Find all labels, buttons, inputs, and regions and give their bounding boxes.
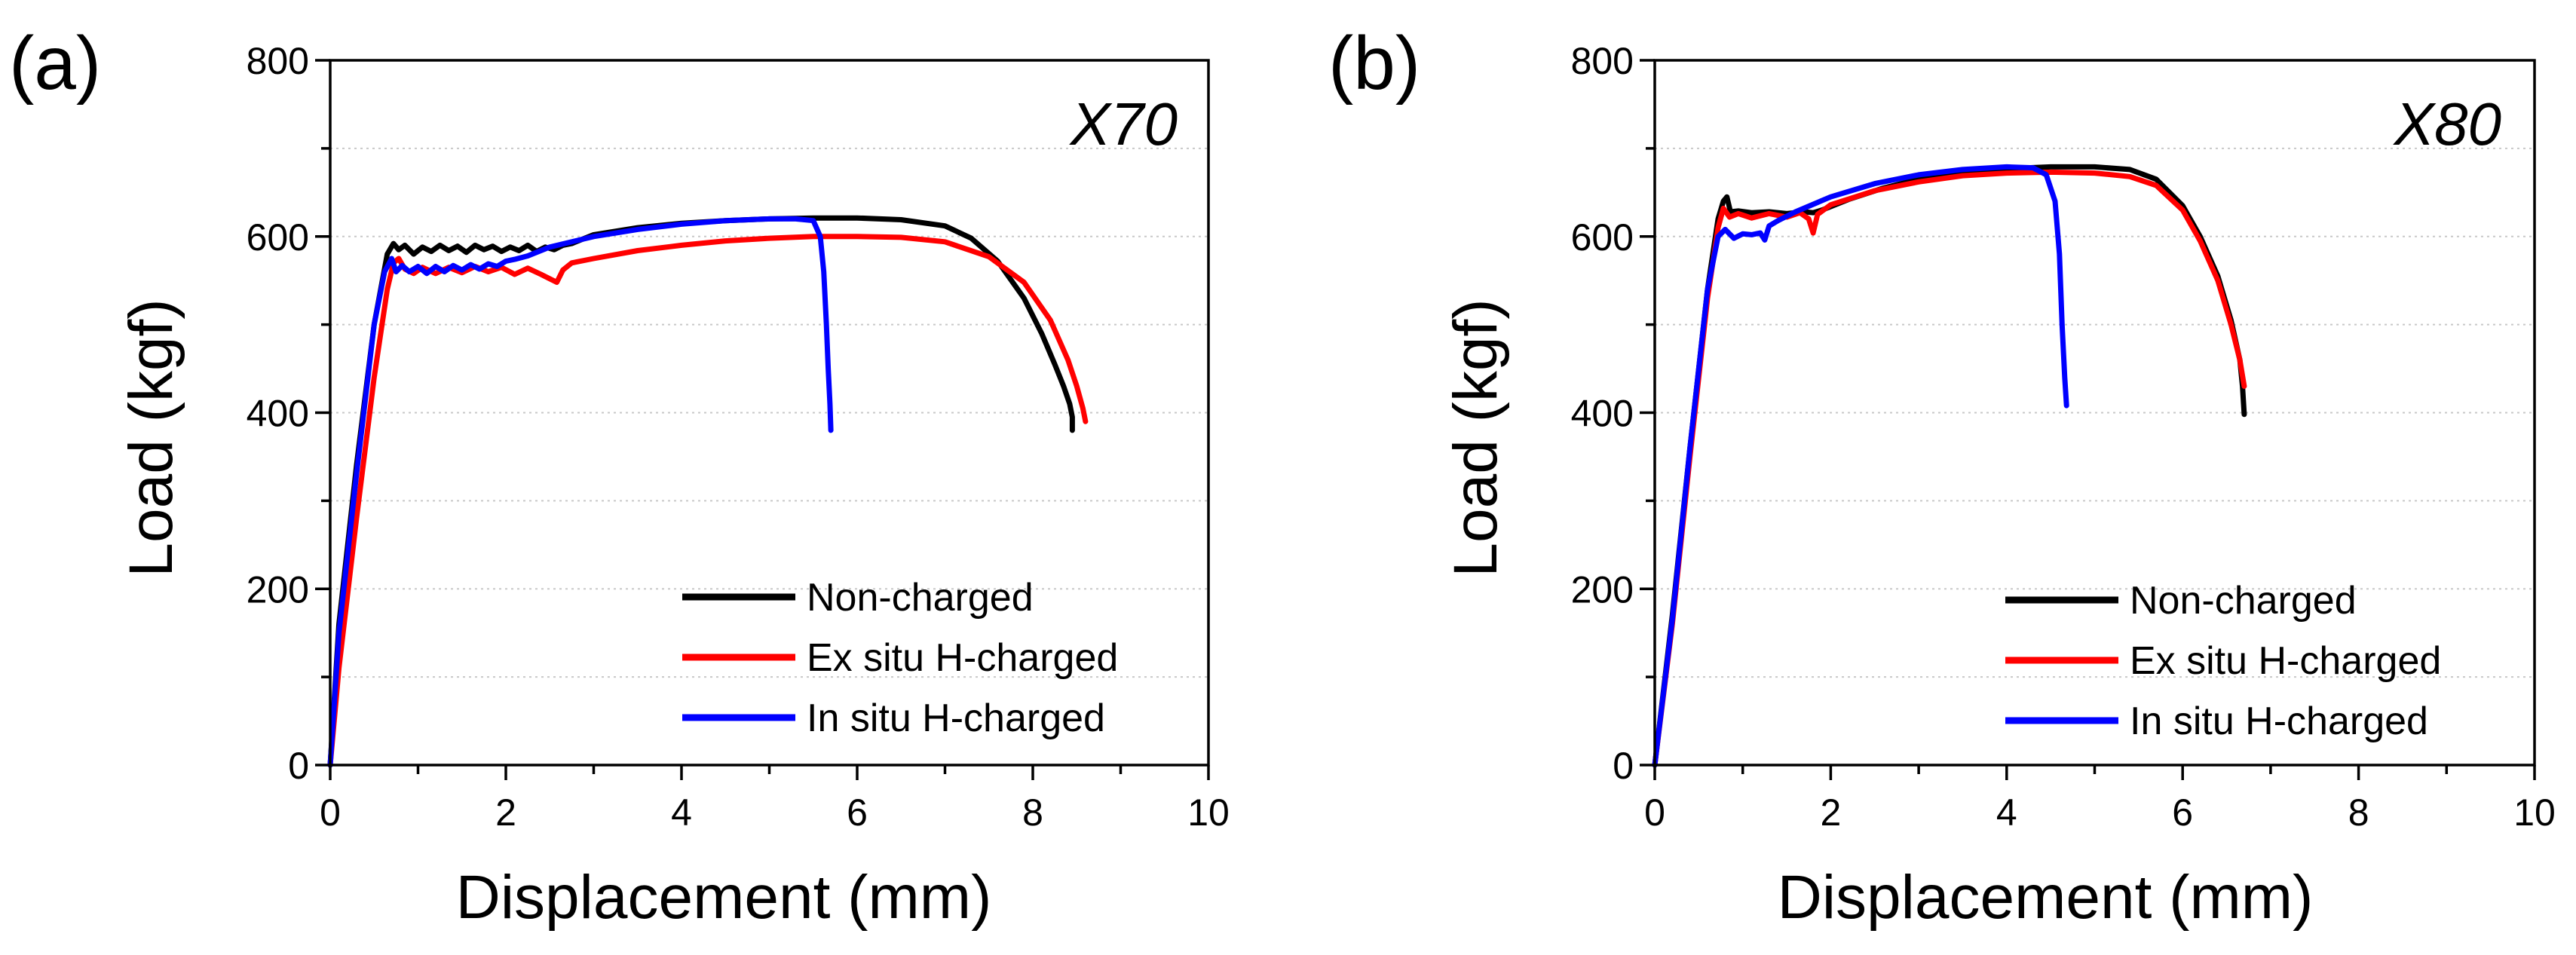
panel-b-legend-label-1: Non-charged bbox=[2130, 579, 2357, 623]
panel-a-series-line-1 bbox=[327, 215, 1075, 768]
panel-b-x-tick-label: 2 bbox=[1820, 791, 1841, 834]
panel-a-x-tick-label: 8 bbox=[1022, 791, 1043, 834]
panel-b-y-tick-label: 400 bbox=[1571, 393, 1634, 435]
panel-b-series-line-3 bbox=[1652, 164, 2069, 768]
panel-a-y-tick-label: 0 bbox=[288, 745, 309, 787]
panel-b-x-tick-label: 6 bbox=[2172, 791, 2193, 834]
panel-b-label: (b) bbox=[1328, 21, 1420, 106]
panel-a-legend-label-2: Ex situ H-charged bbox=[807, 636, 1118, 680]
panel-b-x-tick-label: 0 bbox=[1644, 791, 1665, 834]
panel-b-y-axis-title: Load (kgf) bbox=[1441, 298, 1510, 577]
panel-a-x-tick-label: 10 bbox=[1187, 791, 1230, 834]
panel-b-y-tick-label: 800 bbox=[1571, 40, 1634, 82]
panel-a-y-tick-label: 200 bbox=[247, 568, 309, 611]
panel-a-y-tick-label: 600 bbox=[247, 216, 309, 259]
panel-b-x-tick-label: 4 bbox=[1996, 791, 2017, 834]
panel-b-x-tick-label: 8 bbox=[2348, 791, 2369, 834]
panel-a-x-axis-title: Displacement (mm) bbox=[456, 863, 992, 932]
panel-a-y-tick-label: 800 bbox=[247, 40, 309, 82]
panel-a-x-tick-label: 2 bbox=[495, 791, 516, 834]
panel-a-x-tick-label: 6 bbox=[847, 791, 868, 834]
panel-b: (b) Load (kgf) Displacement (mm) X80 0 2 4… bbox=[1328, 21, 2556, 932]
panel-a-x-tick-label: 4 bbox=[671, 791, 692, 834]
panel-a-y-axis-title: Load (kgf) bbox=[117, 298, 185, 577]
panel-b-legend-label-2: Ex situ H-charged bbox=[2130, 639, 2441, 683]
panel-a-legend-label-1: Non-charged bbox=[807, 576, 1034, 620]
panel-b-y-tick-label: 600 bbox=[1571, 216, 1634, 259]
panel-a-x-tick-label: 0 bbox=[320, 791, 341, 834]
panel-a-series-line-3 bbox=[327, 216, 834, 768]
panel-a-series-line-2 bbox=[327, 234, 1089, 768]
panel-a-steel-label: X70 bbox=[1069, 90, 1178, 158]
panel-b-y-tick-label: 200 bbox=[1571, 568, 1634, 611]
panel-b-x-axis-title: Displacement (mm) bbox=[1778, 863, 2314, 932]
panel-b-x-tick-label: 10 bbox=[2513, 791, 2556, 834]
panel-b-series-line-2 bbox=[1652, 169, 2247, 768]
panel-b-y-tick-label: 0 bbox=[1613, 745, 1634, 787]
panel-a: (a) Load (kgf) Displacement (mm) X70 0 2 4… bbox=[9, 21, 1230, 932]
panel-a-legend-label-3: In situ H-charged bbox=[807, 696, 1105, 740]
panel-b-steel-label: X80 bbox=[2393, 90, 2501, 158]
panel-a-label: (a) bbox=[9, 21, 101, 106]
panel-b-legend-label-3: In situ H-charged bbox=[2130, 699, 2428, 743]
panel-a-y-tick-label: 400 bbox=[247, 393, 309, 435]
